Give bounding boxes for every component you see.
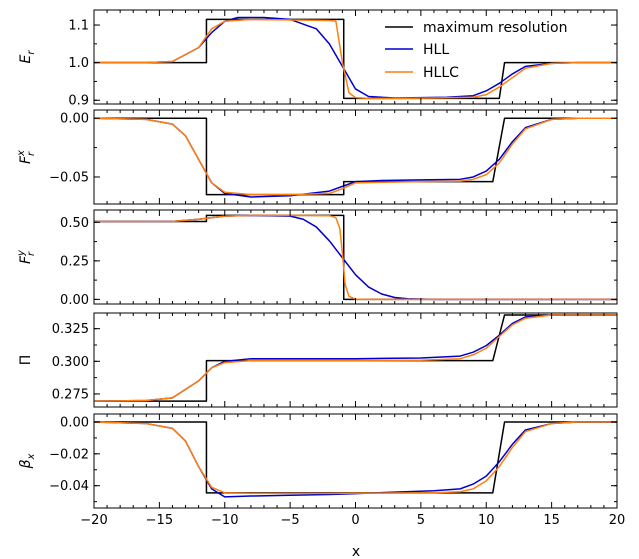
y-tick-label: 0.00: [60, 112, 89, 127]
series-line-hllc: [94, 421, 617, 495]
y-axis-label: Π: [18, 355, 34, 366]
x-tick-label: −20: [80, 513, 107, 528]
y-tick-label: −0.02: [49, 447, 89, 462]
panel-2: 0.00 −0.05 Fxr: [16, 109, 618, 205]
panel-frame: [93, 209, 618, 305]
legend: maximum resolution HLL HLLC: [385, 20, 568, 81]
panel-2-series: [94, 117, 617, 198]
y-tick-label: 0.9: [68, 94, 89, 109]
x-tick-label: 20: [609, 513, 626, 528]
series-line-hllc: [94, 214, 617, 301]
y-tick-label: 0.00: [60, 415, 89, 430]
panel-3: 0.00 0.25 0.50 Fyr: [16, 209, 618, 308]
panel-1: 0.9 1.0 1.1 Er: [18, 9, 618, 109]
legend-label: HLLC: [423, 65, 459, 81]
y-tick-label: 0.25: [60, 254, 89, 269]
y-tick-label: 0.275: [52, 387, 89, 402]
series-line-maximum-resolution: [94, 214, 617, 301]
y-tick-label: 0.325: [52, 322, 89, 337]
series-line-hll: [94, 314, 617, 402]
legend-entry: maximum resolution: [385, 20, 568, 36]
series-line-hllc: [94, 314, 617, 402]
x-tick-label: −15: [146, 513, 173, 528]
series-line-hll: [94, 214, 617, 301]
legend-entry: HLLC: [385, 65, 459, 81]
y-tick-label: 0.00: [60, 293, 89, 308]
y-axis-label: βx: [18, 453, 37, 469]
x-tick-label: 15: [543, 513, 560, 528]
series-line-maximum-resolution: [94, 421, 617, 494]
legend-entry: HLL: [385, 42, 449, 58]
series-line-hll: [94, 117, 617, 198]
y-axis-label: Fxr: [16, 150, 37, 164]
panel-5: 0.00 −0.02 −0.04 βx −20 −15 −10 −5 0 5 10 15 20: [18, 413, 626, 528]
series-line-hll: [94, 421, 617, 498]
x-tick-label: 0: [351, 513, 359, 528]
legend-label: HLL: [423, 42, 449, 58]
series-line-hllc: [94, 18, 617, 100]
y-axis-label: Fyr: [16, 249, 37, 264]
series-line-maximum-resolution: [94, 18, 617, 100]
y-tick-label: 1.1: [68, 19, 89, 34]
y-tick-label: −0.04: [49, 479, 89, 494]
y-axis-label: Er: [18, 50, 37, 64]
x-tick-label: 5: [417, 513, 425, 528]
x-tick-label: −10: [211, 513, 238, 528]
series-line-hll: [94, 16, 617, 99]
legend-label: maximum resolution: [423, 20, 568, 36]
y-tick-label: 0.300: [52, 355, 89, 370]
panels: 0.91.01.1Er0.00−0.05Fxr0.000.250.50Fyr0.…: [16, 9, 626, 528]
panel-4: 0.275 0.300 0.325 Π: [18, 312, 618, 408]
x-tick-label: 10: [478, 513, 495, 528]
panel-4-series: [94, 314, 617, 402]
panel-1-series: [94, 16, 617, 100]
panel-5-series: [94, 421, 617, 498]
series-line-hllc: [94, 117, 617, 196]
y-tick-label: 1.0: [68, 56, 89, 71]
y-tick-label: 0.50: [60, 216, 89, 231]
panel-3-series: [94, 214, 617, 301]
x-axis-label: x: [352, 544, 360, 559]
y-tick-label: −0.05: [49, 170, 89, 185]
x-tick-label: −5: [281, 513, 300, 528]
